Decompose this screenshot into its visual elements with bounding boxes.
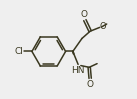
Text: HN: HN (71, 66, 84, 75)
Text: Cl: Cl (14, 47, 23, 56)
Text: O: O (81, 10, 88, 19)
Text: O: O (100, 22, 107, 31)
Text: O: O (87, 80, 94, 89)
